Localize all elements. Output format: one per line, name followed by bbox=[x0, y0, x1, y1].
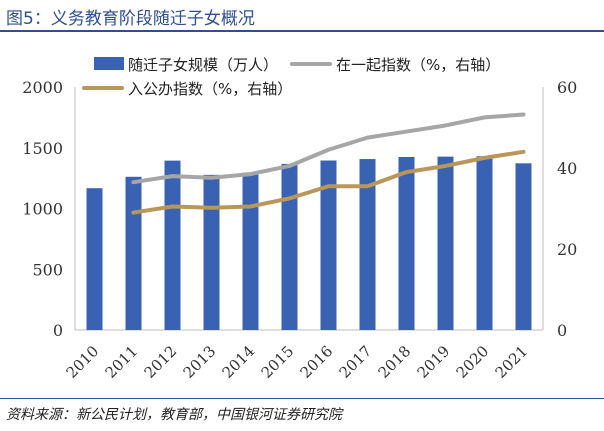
line-series-zaiyiqi bbox=[131, 112, 526, 185]
x-tick-label: 2019 bbox=[414, 342, 454, 382]
legend-bar-swatch bbox=[94, 57, 124, 70]
bar bbox=[281, 163, 298, 330]
y-left-tick-label: 2000 bbox=[22, 78, 63, 97]
x-tick-label: 2010 bbox=[63, 342, 103, 382]
x-tick-label: 2015 bbox=[258, 342, 298, 382]
bar bbox=[86, 188, 103, 330]
y-left-tick-label: 500 bbox=[32, 260, 63, 279]
bar bbox=[242, 172, 259, 330]
x-tick-label: 2011 bbox=[102, 342, 142, 382]
legend-zaiyiqi-label: 在一起指数（%，右轴） bbox=[336, 56, 500, 74]
bar bbox=[125, 176, 142, 330]
bar bbox=[203, 174, 220, 330]
legend-rugongban-label: 入公办指数（%，右轴） bbox=[128, 80, 292, 98]
figure-title: 图5：义务教育阶段随迁子女概况 bbox=[6, 9, 255, 29]
y-right-tick-label: 20 bbox=[557, 240, 577, 259]
bar bbox=[515, 163, 532, 330]
source-divider bbox=[0, 398, 604, 399]
bar bbox=[476, 156, 493, 330]
bar bbox=[164, 160, 181, 330]
title-divider bbox=[0, 30, 604, 32]
y-left-tick-label: 0 bbox=[53, 321, 63, 340]
x-tick-label: 2017 bbox=[336, 342, 376, 382]
x-tick-label: 2021 bbox=[492, 342, 532, 382]
x-tick-label: 2013 bbox=[180, 342, 220, 382]
source-note: 资料来源：新公民计划，教育部，中国银河证券研究院 bbox=[6, 407, 342, 423]
y-right-tick-label: 60 bbox=[557, 78, 577, 97]
bar bbox=[359, 159, 376, 330]
bar bbox=[437, 156, 454, 330]
y-left-tick-label: 1500 bbox=[22, 139, 63, 158]
x-tick-label: 2014 bbox=[219, 342, 259, 382]
y-right-tick-label: 0 bbox=[557, 321, 567, 340]
x-tick-label: 2018 bbox=[375, 342, 415, 382]
line-series-rugongban bbox=[131, 149, 526, 215]
x-tick-label: 2016 bbox=[297, 342, 337, 382]
bar bbox=[398, 156, 415, 330]
x-tick-label: 2012 bbox=[141, 342, 181, 382]
legend-bar-label: 随迁子女规模（万人） bbox=[128, 56, 278, 74]
y-left-tick-label: 1000 bbox=[22, 200, 63, 219]
y-right-tick-label: 40 bbox=[557, 159, 577, 178]
bar bbox=[320, 160, 337, 330]
x-tick-label: 2020 bbox=[453, 342, 493, 382]
